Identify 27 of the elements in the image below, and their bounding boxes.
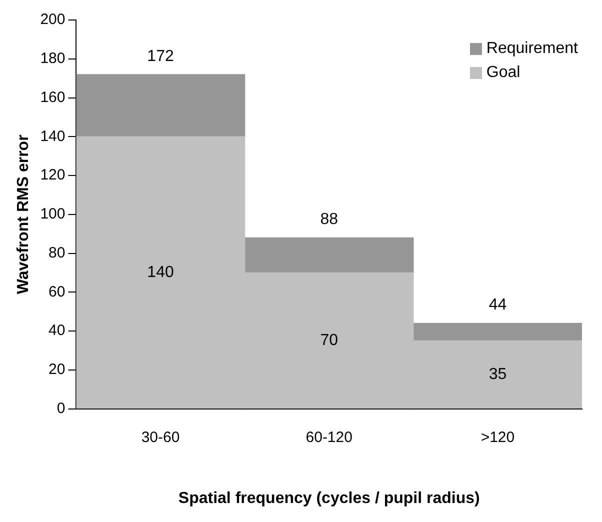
data-label: 70	[320, 332, 338, 349]
x-axis-title: Spatial frequency (cycles / pupil radius)	[178, 490, 480, 507]
y-axis-title: Wavefront RMS error	[15, 134, 32, 294]
total-label: 172	[147, 48, 174, 65]
bar	[244, 237, 414, 274]
x-tick-label: 60-120	[306, 428, 352, 446]
total-label: 88	[320, 211, 338, 228]
bar	[76, 74, 246, 137]
y-tick-label: 180	[40, 50, 66, 68]
data-label: 35	[488, 366, 507, 383]
x-tick-label: >120	[480, 428, 515, 446]
y-tick-label: 120	[40, 166, 66, 184]
legend-label: Goal	[486, 64, 520, 82]
y-tick-label: 200	[40, 11, 66, 28]
y-tick-label: 0	[56, 400, 66, 417]
y-tick-label: 100	[40, 206, 66, 223]
y-tick-label: 60	[48, 283, 66, 300]
y-tick-label: 80	[48, 244, 66, 262]
y-tick-label: 40	[48, 322, 66, 340]
y-tick-label: 160	[40, 88, 66, 106]
legend-label: Requirement	[486, 40, 578, 58]
y-tick-label: 20	[48, 361, 66, 378]
data-label: 140	[147, 264, 174, 281]
x-tick-label: 30-60	[141, 428, 180, 446]
total-label: 44	[488, 296, 507, 314]
y-tick-label: 140	[40, 128, 66, 145]
bar	[413, 322, 582, 342]
